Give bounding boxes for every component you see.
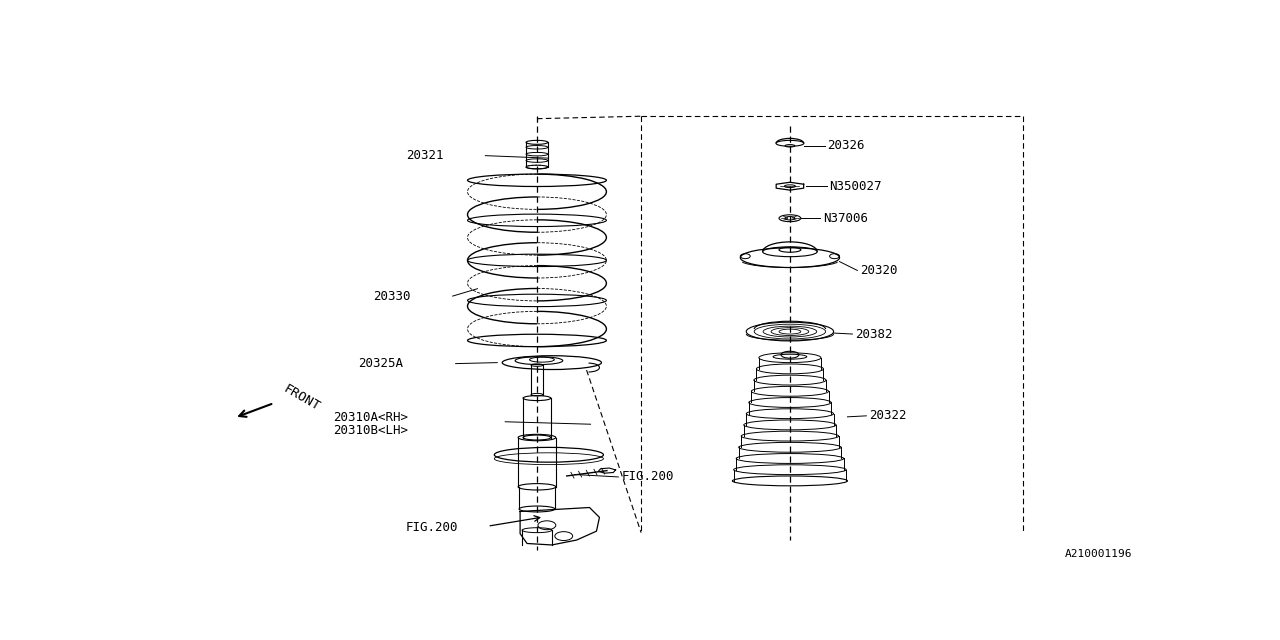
Text: FIG.200: FIG.200 [621, 470, 673, 483]
Text: 20321: 20321 [406, 149, 443, 162]
Text: 20310A<RH>: 20310A<RH> [334, 412, 408, 424]
Text: 20322: 20322 [869, 410, 906, 422]
Text: N37006: N37006 [823, 212, 868, 225]
Text: A210001196: A210001196 [1065, 548, 1132, 559]
Text: 20382: 20382 [855, 328, 893, 340]
Text: FIG.200: FIG.200 [406, 521, 458, 534]
Text: 20325A: 20325A [358, 357, 403, 370]
Text: FRONT: FRONT [282, 383, 323, 413]
Text: N350027: N350027 [829, 180, 882, 193]
Text: 20320: 20320 [860, 264, 897, 277]
Text: 20310B<LH>: 20310B<LH> [334, 424, 408, 436]
Text: 20326: 20326 [828, 140, 865, 152]
Text: 20330: 20330 [374, 289, 411, 303]
